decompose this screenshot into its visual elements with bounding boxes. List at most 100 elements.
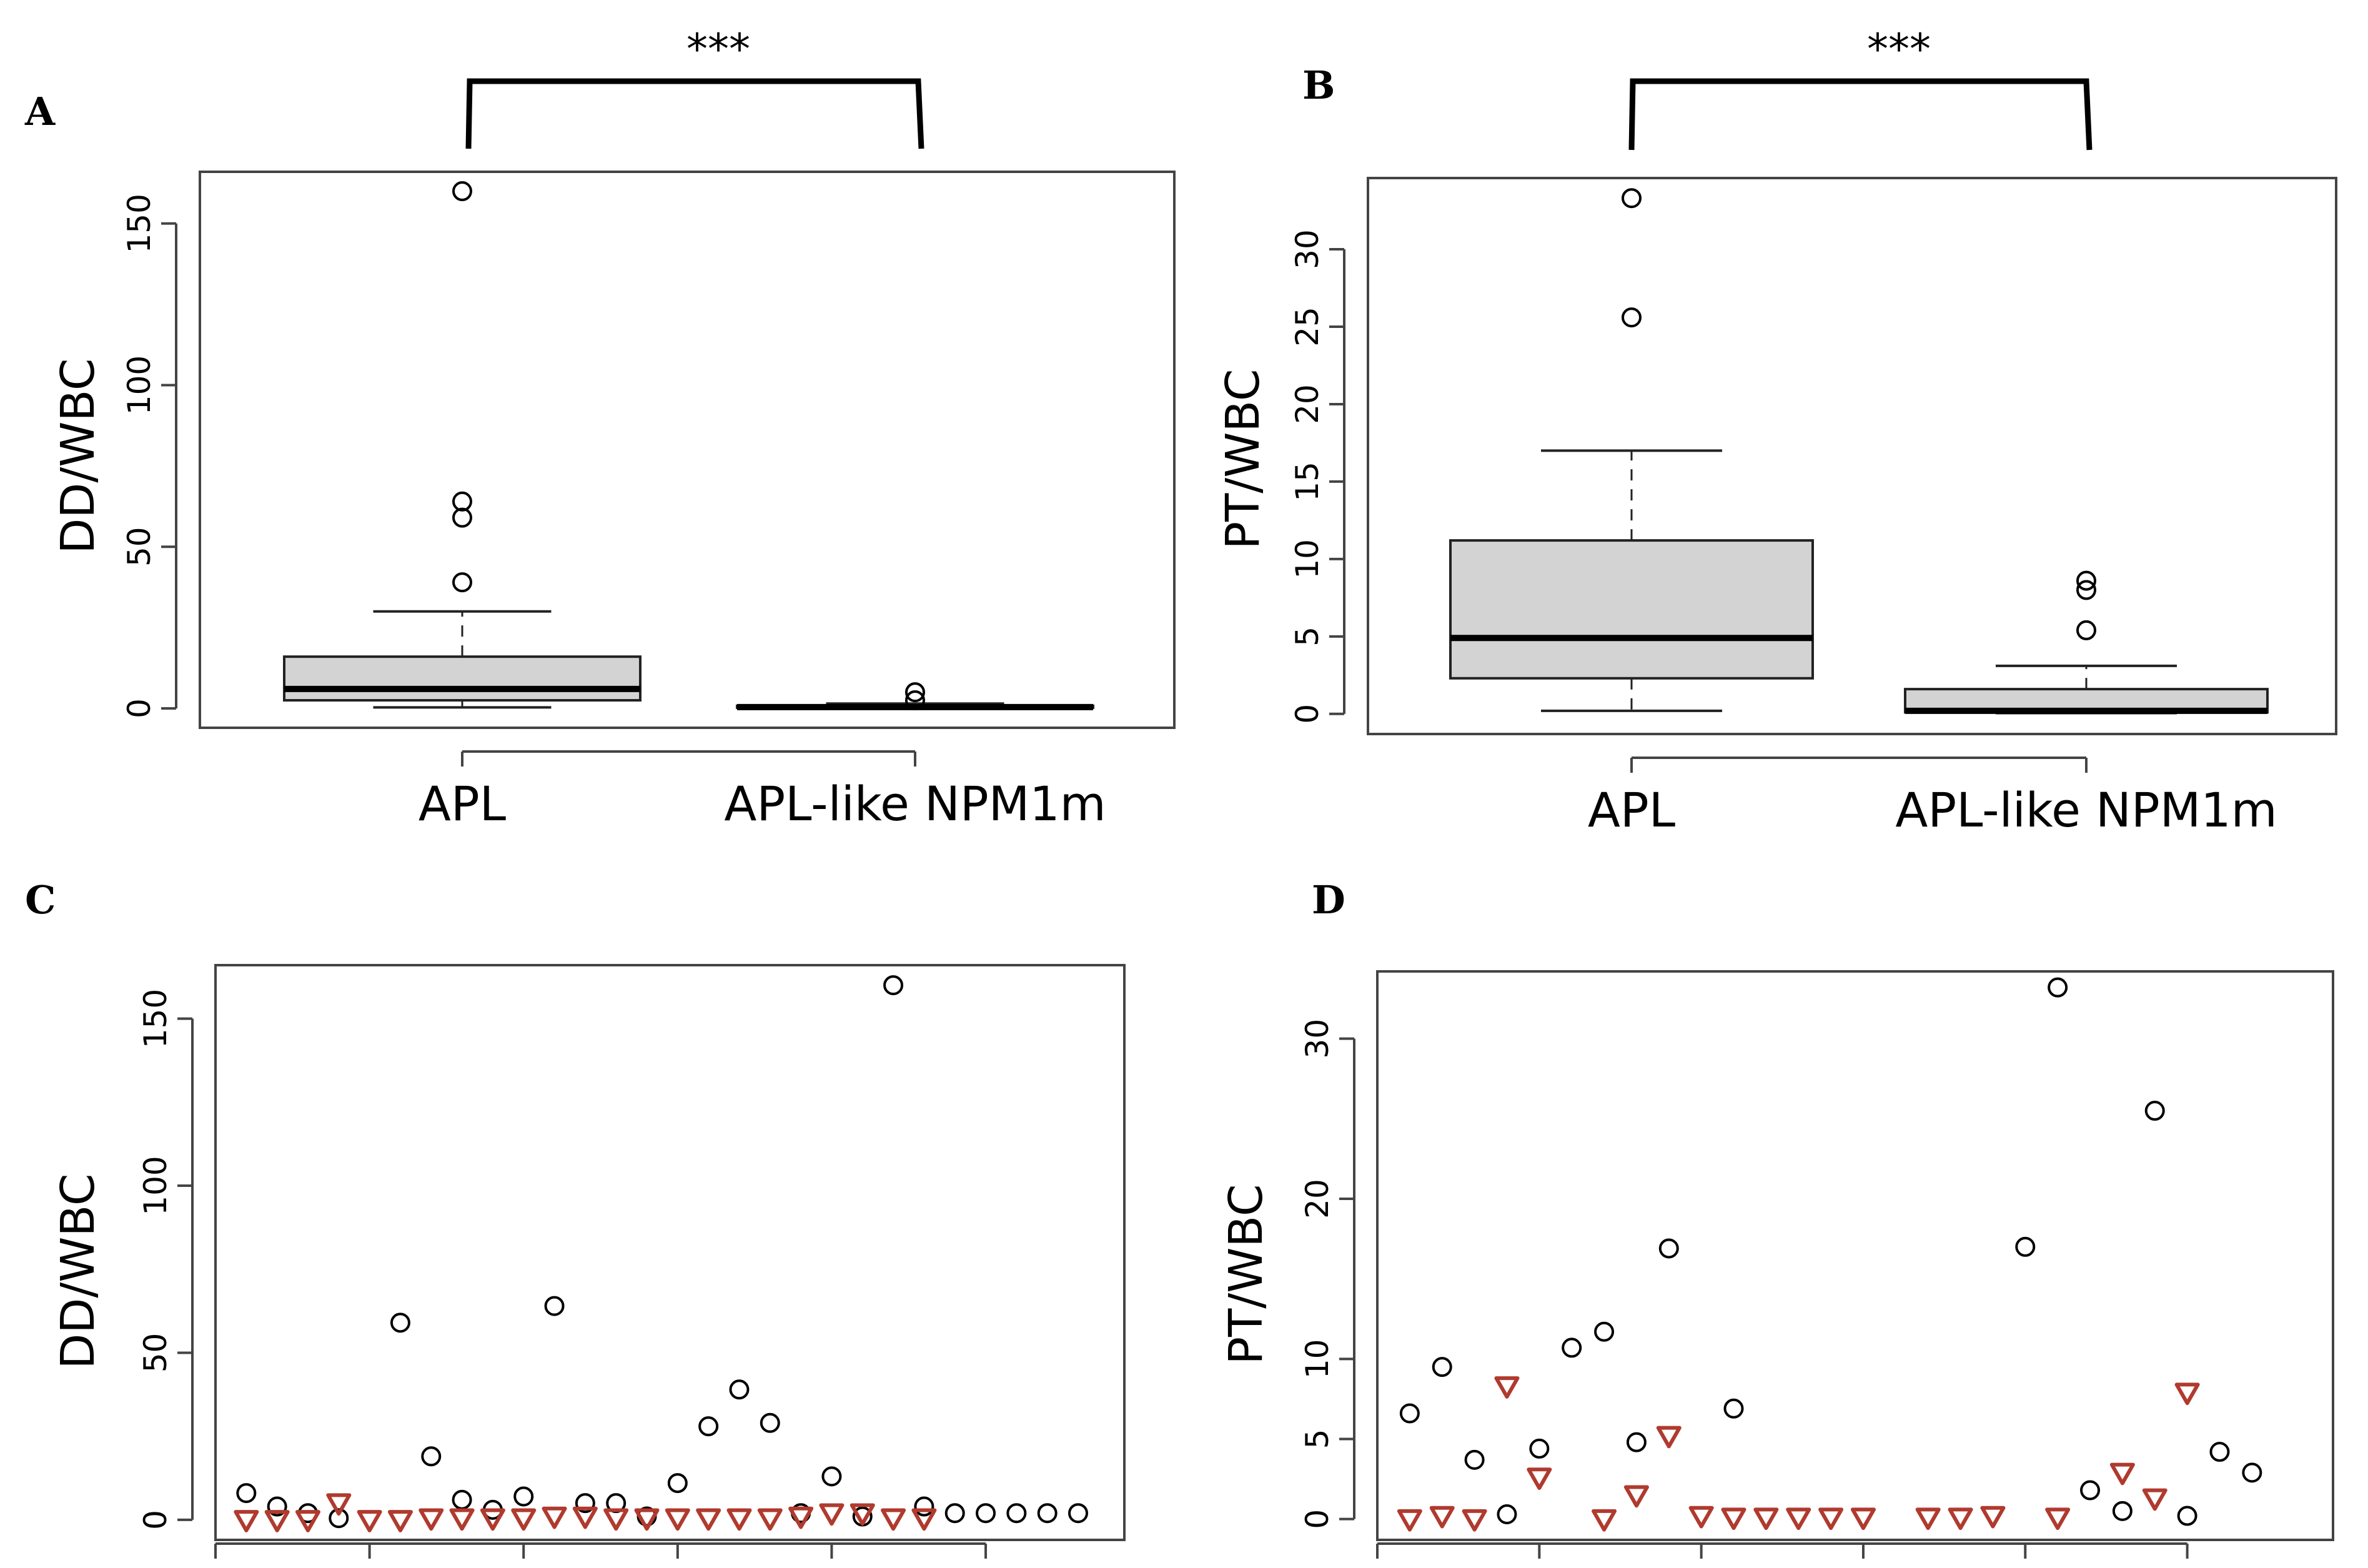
- significance-bracket-a: [465, 78, 924, 149]
- y-tick-label-d: 5: [1299, 1429, 1335, 1449]
- y-tick-label-d: 30: [1299, 1019, 1335, 1059]
- outlier-point-a: [905, 682, 925, 703]
- y-tick-label-c: 50: [137, 1333, 174, 1373]
- triangle-point-d: [1850, 1507, 1876, 1531]
- triangle-point-c: [511, 1508, 537, 1531]
- circle-point-d: [2177, 1506, 2197, 1526]
- y-tick-label-c: 150: [137, 989, 174, 1048]
- circle-point-c: [1037, 1503, 1058, 1524]
- triangle-point-d: [1721, 1507, 1746, 1531]
- y-axis-label-d: PT/WBC: [1219, 1184, 1273, 1364]
- plot-frame-d: [1376, 970, 2334, 1541]
- circle-point-c: [760, 1412, 780, 1433]
- triangle-point-c: [819, 1503, 845, 1526]
- triangle-point-c: [665, 1508, 690, 1531]
- triangle-point-d: [2109, 1462, 2135, 1486]
- x-category-label-b: APL: [1588, 782, 1675, 838]
- circle-point-d: [1399, 1403, 1420, 1424]
- y-tick-label-a: 0: [121, 698, 157, 718]
- triangle-point-c: [295, 1510, 320, 1532]
- circle-point-d: [2015, 1236, 2036, 1257]
- triangle-point-c: [696, 1508, 721, 1531]
- triangle-point-c: [788, 1506, 814, 1529]
- plot-area-c: 0 50 100 150: [137, 975, 1089, 1559]
- circle-point-d: [1497, 1504, 1517, 1524]
- outlier-point-b: [2076, 570, 2096, 591]
- triangle-point-d: [1786, 1507, 1811, 1531]
- triangle-point-d: [2142, 1488, 2167, 1511]
- circle-point-d: [2144, 1101, 2165, 1121]
- triangle-point-c: [572, 1506, 598, 1529]
- triangle-point-d: [1494, 1376, 1520, 1399]
- y-tick-label-d: 0: [1299, 1509, 1335, 1529]
- circle-point-c: [698, 1416, 719, 1437]
- y-tick-label-b: 20: [1289, 384, 1325, 424]
- y-tick-label-b: 0: [1289, 704, 1325, 724]
- triangle-point-c: [326, 1493, 352, 1516]
- circle-point-c: [236, 1483, 257, 1504]
- triangle-point-c: [234, 1510, 259, 1532]
- triangle-point-d: [1915, 1507, 1941, 1531]
- panel-letter-a: A: [24, 89, 56, 134]
- circle-point-c: [544, 1296, 565, 1316]
- circle-point-c: [575, 1493, 595, 1514]
- triangle-point-c: [726, 1508, 752, 1531]
- circle-point-c: [1068, 1503, 1089, 1524]
- circle-point-d: [2112, 1501, 2133, 1521]
- triangle-point-c: [634, 1508, 660, 1531]
- triangle-point-c: [387, 1510, 413, 1532]
- circle-point-d: [2048, 977, 2068, 998]
- circle-point-c: [421, 1446, 442, 1467]
- triangle-point-c: [542, 1506, 567, 1529]
- plot-frame-c: [214, 964, 1126, 1541]
- triangle-point-c: [603, 1508, 629, 1531]
- outlier-point-a: [905, 690, 925, 711]
- circle-point-c: [976, 1503, 996, 1524]
- circle-point-c: [821, 1466, 842, 1487]
- box-a: [283, 655, 642, 702]
- triangle-point-c: [357, 1510, 382, 1532]
- x-category-label-a: APL: [419, 776, 506, 831]
- outlier-point-b: [1622, 307, 1642, 328]
- circle-point-c: [513, 1486, 534, 1507]
- plot-area-a: 0 50 100 150 APL APL-like NPM1m: [121, 181, 1106, 831]
- triangle-point-c: [911, 1508, 937, 1531]
- panel-b: B *** PT/WBC 0 5 10 15 20 25 30 APL APL-like NPM…: [1216, 25, 2337, 838]
- outlier-point-a: [452, 181, 472, 202]
- triangle-point-c: [419, 1508, 444, 1531]
- panel-letter-b: B: [1302, 62, 1335, 108]
- circle-point-c: [390, 1312, 410, 1333]
- significance-label-a: ***: [686, 25, 750, 74]
- circle-point-d: [1562, 1337, 1582, 1358]
- plot-frame-b: [1367, 177, 2337, 735]
- triangle-point-c: [850, 1503, 875, 1526]
- triangle-point-c: [881, 1508, 906, 1531]
- triangle-point-d: [1948, 1507, 1973, 1531]
- plot-frame-a: [199, 171, 1176, 729]
- x-category-label-a: APL-like NPM1m: [724, 776, 1106, 831]
- triangle-point-c: [449, 1508, 475, 1531]
- circle-point-d: [1723, 1398, 1744, 1419]
- triangle-point-c: [264, 1510, 290, 1532]
- triangle-point-d: [1429, 1506, 1455, 1529]
- outlier-point-a: [452, 507, 472, 528]
- triangle-point-d: [2174, 1382, 2200, 1406]
- triangle-point-c: [480, 1508, 505, 1531]
- circle-point-c: [729, 1379, 750, 1400]
- triangle-point-d: [1527, 1467, 1552, 1491]
- circle-point-d: [2080, 1480, 2101, 1501]
- y-tick-label-d: 10: [1299, 1339, 1335, 1379]
- panel-d: D PT/WBC 0 5 10 20 30: [1219, 877, 2334, 1559]
- triangle-point-d: [1397, 1509, 1422, 1532]
- circle-point-c: [944, 1503, 965, 1524]
- y-tick-label-c: 0: [137, 1510, 174, 1530]
- y-axis-label-b: PT/WBC: [1216, 369, 1270, 549]
- circle-point-c: [452, 1489, 472, 1510]
- outlier-point-a: [452, 491, 472, 512]
- panel-letter-c: C: [25, 877, 56, 923]
- y-tick-label-b: 25: [1289, 307, 1325, 347]
- triangle-point-d: [1462, 1509, 1487, 1532]
- circle-point-d: [1529, 1438, 1550, 1459]
- y-tick-label-b: 10: [1289, 539, 1325, 579]
- outlier-point-b: [2076, 620, 2096, 640]
